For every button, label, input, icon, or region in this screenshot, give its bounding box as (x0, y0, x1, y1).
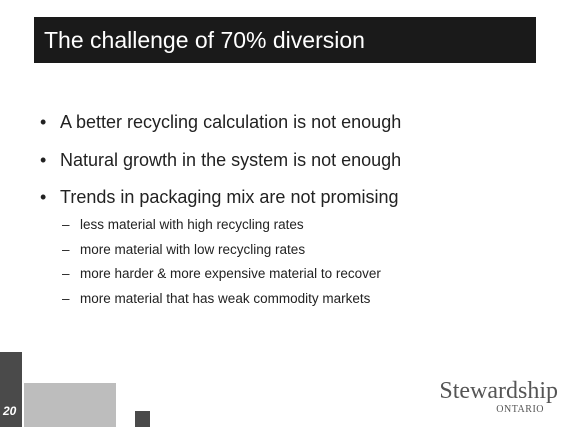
title-bar: The challenge of 70% diversion (34, 17, 536, 63)
slide-title: The challenge of 70% diversion (44, 27, 365, 53)
sub-bullet-item: less material with high recycling rates (62, 214, 381, 239)
page-number: 20 (3, 404, 17, 418)
decor-bar (0, 352, 22, 427)
sub-bullet-item: more material with low recycling rates (62, 239, 381, 264)
decor-bar (135, 411, 150, 427)
bullet-list: A better recycling calculation is not en… (40, 107, 401, 220)
logo: Stewardship (439, 378, 558, 404)
logo-subtext: ONTARIO (496, 404, 544, 415)
sub-bullet-list: less material with high recycling ratesm… (62, 214, 381, 312)
sub-bullet-item: more material that has weak commodity ma… (62, 288, 381, 313)
bullet-item: A better recycling calculation is not en… (40, 107, 401, 145)
bullet-item: Trends in packaging mix are not promisin… (40, 182, 401, 220)
decor-bar (24, 383, 116, 427)
sub-bullet-item: more harder & more expensive material to… (62, 263, 381, 288)
bullet-item: Natural growth in the system is not enou… (40, 145, 401, 183)
